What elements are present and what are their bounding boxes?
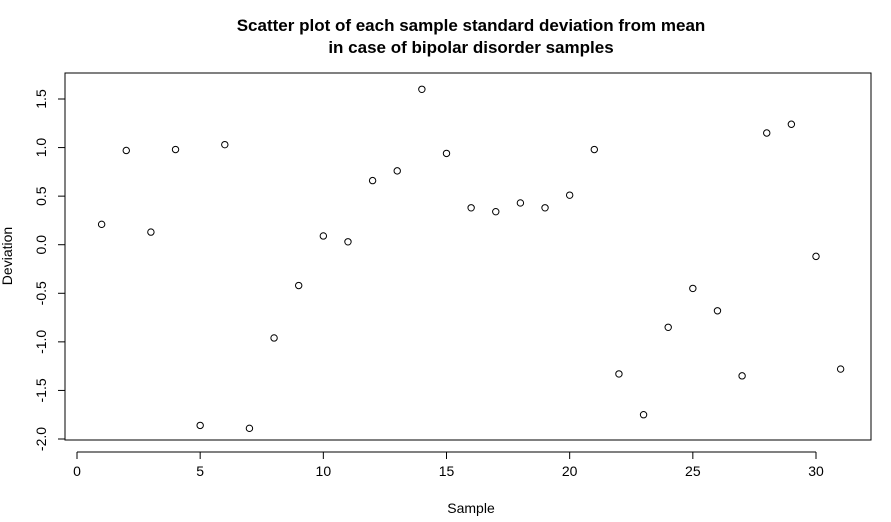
data-point	[516, 199, 525, 207]
data-point	[270, 334, 278, 342]
chart-subtitle: in case of bipolar disorder samples	[328, 38, 613, 57]
data-point	[590, 145, 598, 154]
x-tick-label: 10	[316, 463, 332, 479]
data-point	[713, 307, 722, 315]
data-point	[812, 252, 820, 261]
y-tick-label: -2.0	[33, 427, 49, 451]
x-axis-label: Sample	[447, 500, 495, 516]
x-tick-label: 25	[685, 463, 701, 479]
x-tick-label: 0	[73, 463, 81, 479]
data-point	[541, 204, 549, 212]
x-tick-label: 20	[562, 463, 578, 479]
data-point	[171, 145, 180, 154]
data-point	[393, 167, 401, 175]
data-point	[319, 232, 328, 240]
data-point	[467, 204, 475, 212]
data-point	[368, 176, 377, 185]
y-tick-label: -1.5	[33, 378, 49, 402]
plot-area-border	[64, 72, 872, 441]
data-point	[565, 191, 574, 199]
data-point	[295, 281, 303, 290]
data-point	[639, 411, 648, 419]
x-tick-label: 30	[808, 463, 824, 479]
data-point	[221, 140, 229, 149]
y-axis-label: Deviation	[0, 227, 15, 285]
x-tick-label: 5	[196, 463, 204, 479]
y-tick-label: 0.5	[33, 186, 49, 206]
data-point	[196, 421, 204, 430]
y-tick-label: 1.0	[33, 138, 49, 158]
y-tick-label: 1.5	[33, 89, 49, 109]
y-tick-label: -1.0	[33, 330, 49, 354]
data-points	[97, 85, 845, 433]
data-point	[664, 323, 672, 331]
data-point	[763, 129, 771, 137]
data-point	[787, 120, 796, 128]
x-axis: 0 5 10 15 20 25 30	[73, 451, 824, 479]
data-point	[418, 85, 426, 93]
y-tick-label: -0.5	[33, 281, 49, 305]
data-point	[738, 372, 746, 380]
data-point	[492, 207, 500, 216]
y-axis: -2.0 -1.5 -1.0 -0.5 0.0 0.5 1.0 1.5	[33, 89, 66, 451]
chart-title: Scatter plot of each sample standard dev…	[237, 16, 706, 35]
data-point	[97, 220, 106, 229]
data-point	[245, 424, 254, 433]
data-point	[689, 284, 697, 293]
data-point	[615, 370, 623, 378]
y-tick-label: 0.0	[33, 235, 49, 255]
data-point	[344, 238, 352, 246]
data-point	[147, 228, 155, 236]
data-point	[122, 146, 130, 155]
data-point	[836, 365, 845, 373]
data-point	[442, 149, 451, 158]
x-tick-label: 15	[439, 463, 455, 479]
